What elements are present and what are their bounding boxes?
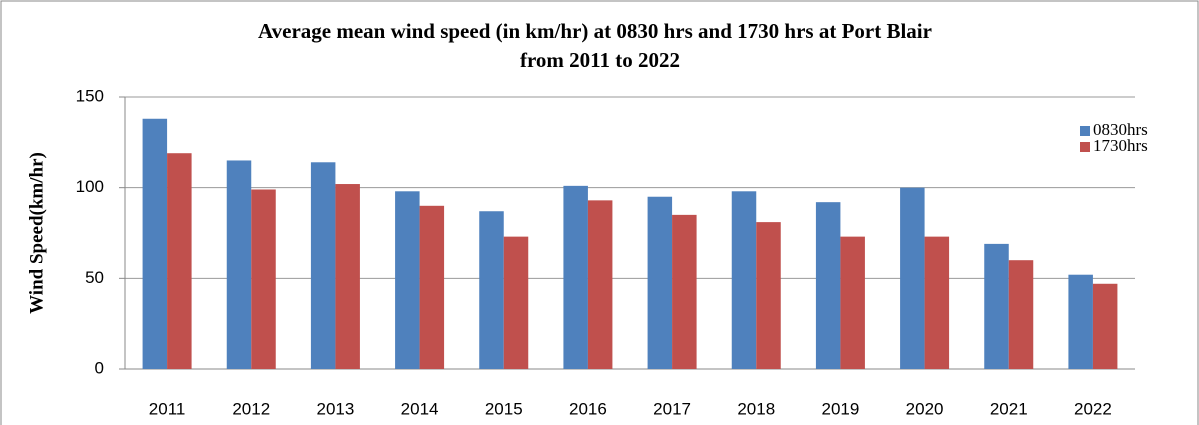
bar: [563, 185, 588, 369]
bar: [756, 222, 781, 369]
bar: [984, 243, 1009, 369]
bar: [142, 118, 168, 369]
bar: [1008, 260, 1034, 369]
x-tick-label: 2018: [737, 399, 775, 418]
legend-label: 0830hrs: [1093, 120, 1148, 139]
bar: [815, 202, 841, 369]
x-tick-label: 2019: [822, 399, 860, 418]
bar: [479, 211, 504, 369]
bar: [587, 200, 613, 369]
chart-title: from 2011 to 2022: [520, 48, 680, 72]
bar: [1092, 283, 1118, 369]
x-tick-label: 2017: [653, 399, 691, 418]
bar: [310, 162, 336, 369]
x-tick-label: 2020: [906, 399, 944, 418]
legend-swatch: [1080, 142, 1090, 152]
bar: [395, 191, 420, 369]
bar: [900, 187, 925, 369]
legend-swatch: [1080, 126, 1090, 136]
bar: [335, 184, 360, 369]
x-tick-label: 2012: [232, 399, 270, 418]
x-tick-label: 2022: [1074, 399, 1112, 418]
y-tick-label: 100: [76, 177, 104, 196]
x-tick-label: 2015: [485, 399, 523, 418]
y-tick-label: 150: [76, 86, 104, 105]
legend-label: 1730hrs: [1093, 136, 1148, 155]
y-tick-label: 0: [95, 358, 104, 377]
bar: [840, 236, 865, 369]
x-tick-label: 2021: [990, 399, 1028, 418]
y-axis-label: Wind Speed(km/hr): [26, 152, 47, 314]
bar: [419, 205, 445, 369]
x-tick-label: 2016: [569, 399, 607, 418]
chart-title: Average mean wind speed (in km/hr) at 08…: [258, 19, 932, 43]
bar: [167, 153, 192, 369]
bar: [672, 214, 697, 369]
x-tick-label: 2011: [149, 399, 186, 418]
bar: [731, 191, 757, 369]
x-tick-label: 2014: [401, 399, 439, 418]
bar: [503, 236, 529, 369]
x-tick-label: 2013: [317, 399, 355, 418]
bar: [647, 196, 673, 369]
bar: [226, 160, 252, 369]
bar: [924, 236, 950, 369]
y-tick-label: 50: [85, 268, 104, 287]
bar: [1068, 274, 1093, 369]
bar: [251, 189, 276, 369]
